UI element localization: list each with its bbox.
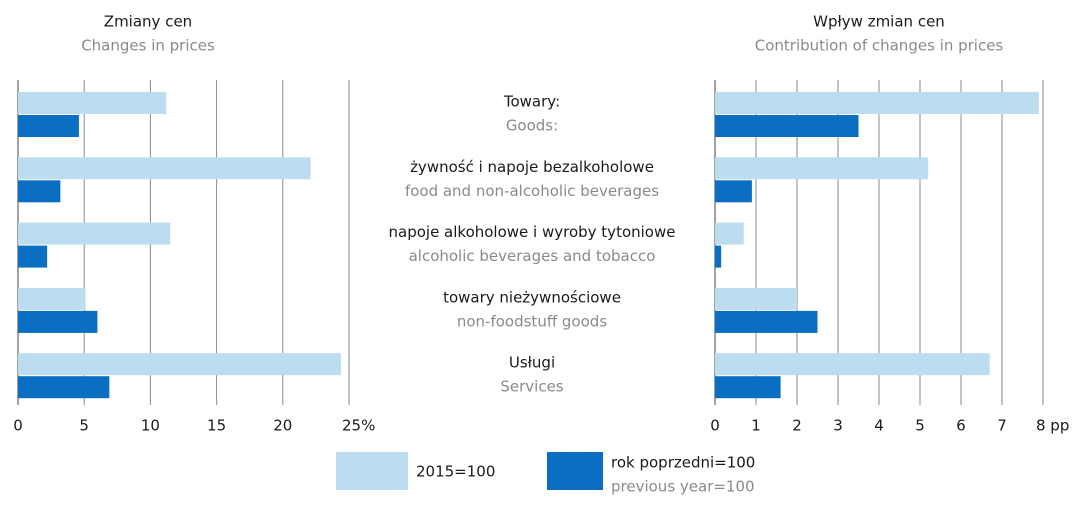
bar (715, 92, 1039, 114)
bar (18, 222, 171, 245)
chart-subtitle: Contribution of changes in prices (755, 37, 1004, 55)
x-tick-label: 5 (915, 417, 925, 435)
legend-swatch (547, 452, 603, 490)
category-label-en: Goods: (506, 117, 558, 135)
legend-label: 2015=100 (416, 463, 495, 481)
bar (715, 157, 929, 180)
bar (18, 310, 98, 333)
x-tick-label: 2 (792, 417, 802, 435)
chart-title: Zmiany cen (104, 13, 192, 31)
bar (18, 115, 79, 137)
category-label: żywność i napoje bezalkoholowe (410, 158, 654, 176)
bar (18, 376, 110, 399)
category-label: Towary: (503, 93, 560, 111)
x-tick-label: 0 (13, 417, 23, 435)
category-label: Usługi (509, 354, 555, 372)
category-label-en: non-foodstuff goods (457, 312, 607, 330)
bar (715, 245, 722, 268)
bar (18, 353, 342, 376)
bar (715, 222, 744, 245)
bar (715, 376, 781, 399)
x-tick-label: 0 (710, 417, 720, 435)
bar (18, 92, 167, 114)
x-tick-label: 3 (833, 417, 843, 435)
bar (18, 157, 311, 180)
bar (18, 180, 61, 203)
category-label-en: Services (500, 378, 563, 396)
bar (18, 287, 86, 310)
bar (715, 310, 818, 333)
bar (715, 115, 859, 137)
legend-label: rok poprzedni=100 (611, 454, 755, 472)
legend-label-en: previous year=100 (611, 478, 755, 496)
x-tick-label: 7 (997, 417, 1007, 435)
chart-title: Wpływ zmian cen (813, 13, 945, 31)
bar (18, 245, 48, 268)
x-tick-label: 5 (79, 417, 89, 435)
bar (715, 287, 797, 310)
x-tick-label: 25% (342, 417, 375, 435)
x-tick-label: 20 (273, 417, 292, 435)
category-label-en: food and non-alcoholic beverages (405, 182, 659, 200)
x-tick-label: 6 (956, 417, 966, 435)
category-label: napoje alkoholowe i wyroby tytoniowe (389, 223, 676, 241)
x-tick-label: 1 (751, 417, 761, 435)
legend-swatch (336, 452, 408, 490)
x-tick-label: 8 pp (1036, 417, 1069, 435)
category-label-en: alcoholic beverages and tobacco (409, 247, 656, 265)
x-tick-label: 15 (207, 417, 226, 435)
category-label: towary nieżywnościowe (443, 288, 621, 306)
x-tick-label: 4 (874, 417, 884, 435)
bar (715, 180, 752, 203)
x-tick-label: 10 (141, 417, 160, 435)
bar (715, 353, 990, 376)
chart-subtitle: Changes in prices (81, 37, 215, 55)
